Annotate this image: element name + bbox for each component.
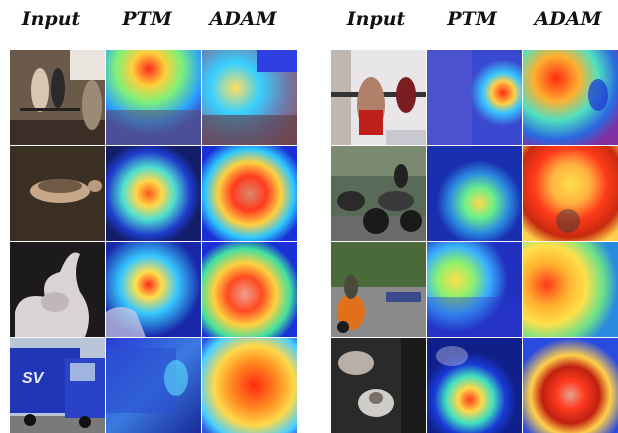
svg-text:SV: SV bbox=[22, 370, 45, 387]
right-row4-ptm-heatmap bbox=[427, 338, 522, 433]
right-row1-input-image bbox=[331, 50, 426, 145]
left-row1-adam-heatmap bbox=[202, 50, 297, 145]
header-ptm-right: PTM bbox=[447, 8, 497, 30]
left-row4-input-image: SV bbox=[10, 338, 105, 433]
left-row2-adam-heatmap bbox=[202, 146, 297, 241]
header-adam-right: ADAM bbox=[534, 8, 602, 30]
right-row3-adam-heatmap bbox=[523, 242, 618, 337]
left-row2-input-image bbox=[10, 146, 105, 241]
left-row1-ptm-heatmap bbox=[106, 50, 201, 145]
right-row1-ptm-heatmap bbox=[427, 50, 522, 145]
header-ptm-left: PTM bbox=[122, 8, 172, 30]
right-row4-input-image bbox=[331, 338, 426, 433]
left-row4-ptm-heatmap bbox=[106, 338, 201, 433]
left-row4-adam-heatmap bbox=[202, 338, 297, 433]
right-row3-ptm-heatmap bbox=[427, 242, 522, 337]
left-row1-input-image bbox=[10, 50, 105, 145]
header-input-right: Input bbox=[346, 8, 406, 30]
right-row1-adam-heatmap bbox=[523, 50, 618, 145]
left-row3-ptm-heatmap bbox=[106, 242, 201, 337]
right-row2-input-image bbox=[331, 146, 426, 241]
header-input-left: Input bbox=[21, 8, 81, 30]
right-row2-adam-heatmap bbox=[523, 146, 618, 241]
left-row3-input-image bbox=[10, 242, 105, 337]
left-row2-ptm-heatmap bbox=[106, 146, 201, 241]
right-row4-adam-heatmap bbox=[523, 338, 618, 433]
header-adam-left: ADAM bbox=[209, 8, 277, 30]
right-row3-input-image bbox=[331, 242, 426, 337]
left-row3-adam-heatmap bbox=[202, 242, 297, 337]
right-row2-ptm-heatmap bbox=[427, 146, 522, 241]
